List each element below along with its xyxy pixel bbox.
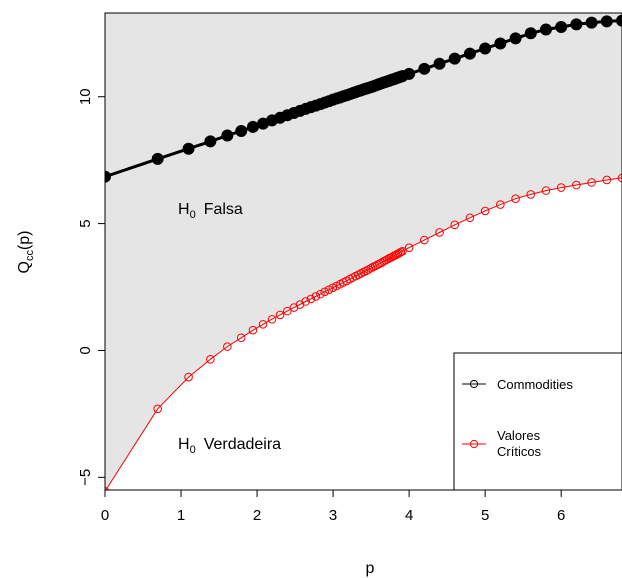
series-commodities-point [448, 52, 461, 65]
series-commodities-point [494, 37, 507, 50]
series-commodities-point [479, 42, 492, 55]
x-tick-label: 3 [329, 507, 337, 524]
series-valores-criticos-point [511, 194, 520, 204]
series-valores-criticos-point [184, 372, 193, 382]
y-axis-label: Qcc(p) [16, 230, 36, 273]
series-valores-criticos-point [324, 285, 334, 295]
annotation-h0-verdadeira: H0 Verdadeira [178, 436, 281, 456]
series-valores-criticos-point [366, 263, 376, 273]
annotation-h0-falsa: H0 Falsa [178, 201, 243, 221]
x-axis-label: p [366, 560, 375, 577]
series-commodities-point [463, 47, 476, 60]
series-valores-criticos-point [496, 200, 505, 209]
y-tick-label: 0 [77, 346, 94, 354]
series-valores-criticos-point [541, 186, 551, 195]
series-layer [105, 14, 622, 490]
y-axis-label-suffix: (p) [16, 230, 33, 250]
series-valores-criticos-point [364, 265, 373, 274]
series-commodities-point [570, 18, 583, 31]
series-commodities-point [204, 135, 217, 148]
series-valores-criticos-point [248, 325, 258, 335]
series-valores-criticos-point [153, 404, 162, 414]
legend-box [453, 352, 622, 491]
series-valores-criticos-point [602, 175, 612, 185]
series-valores-criticos-point [320, 287, 330, 297]
series-valores-criticos-point [450, 220, 460, 230]
series-commodities-point [585, 16, 598, 29]
series-commodities-point [235, 124, 248, 137]
y-axis-label-subscript: cc [24, 250, 36, 262]
series-commodities-point [418, 62, 431, 75]
x-tick-label: 2 [253, 507, 261, 524]
series-valores-criticos-point [267, 314, 277, 324]
series-valores-criticos-point [283, 306, 292, 316]
series-commodities-point [246, 120, 259, 133]
legend-valores-label-line1: Valores [497, 428, 541, 443]
series-valores-criticos-point [311, 292, 321, 301]
y-tick-label: 10 [77, 88, 94, 105]
series-valores-criticos-line [105, 177, 622, 490]
series-valores-criticos-point [480, 206, 490, 216]
series-valores-criticos-point [435, 228, 444, 237]
series-valores-criticos-point [587, 178, 596, 187]
y-tick-label: 5 [77, 219, 94, 227]
series-valores-criticos-point [556, 183, 566, 192]
series-valores-criticos-point [316, 289, 325, 299]
series-commodities-point [433, 57, 446, 70]
series-valores-criticos-point [275, 310, 285, 320]
series-commodities-point [509, 32, 522, 45]
series-valores-criticos-point [398, 246, 407, 256]
series-valores-criticos-point [404, 243, 414, 252]
series-commodities-point [616, 14, 622, 27]
series-commodities-point [555, 20, 568, 33]
series-commodities-point [524, 27, 537, 40]
series-valores-criticos-point [223, 342, 232, 351]
series-commodities-point [600, 15, 613, 28]
series-valores-criticos-point [301, 297, 310, 306]
x-tick-label: 1 [177, 507, 185, 524]
series-valores-criticos-point [206, 355, 215, 364]
legend-valores-label-line2: Críticos [497, 444, 542, 459]
series-commodities-point [182, 142, 195, 155]
x-tick-label: 5 [481, 507, 489, 524]
series-commodities-point [221, 129, 234, 142]
series-valores-criticos-point [572, 180, 581, 190]
series-valores-criticos-point [396, 247, 406, 257]
series-valores-criticos-point [420, 235, 429, 245]
x-tick-label: 6 [557, 507, 565, 524]
series-valores-criticos-point [617, 173, 622, 183]
series-commodities-point [151, 152, 164, 165]
legend-commodities-label: Commodities [497, 377, 573, 392]
axes-layer: 0 1 2 3 4 5 6 −5 0 5 10 [77, 88, 565, 524]
series-commodities-point [105, 170, 111, 183]
series-valores-criticos-point [236, 333, 246, 343]
x-tick-label: 0 [101, 507, 109, 524]
plot-box [104, 12, 622, 491]
series-commodities-point [539, 23, 552, 36]
y-tick-label: −5 [77, 469, 94, 486]
series-valores-criticos-point [465, 213, 475, 223]
series-valores-criticos-point [526, 190, 536, 199]
series-commodities-point [403, 67, 416, 80]
series-valores-criticos-point [258, 320, 268, 329]
legend-commodities-marker [469, 379, 479, 389]
x-tick-label: 4 [405, 507, 413, 524]
plot-area [105, 13, 622, 490]
legend-valores-marker [469, 439, 479, 449]
legend: Commodities Valores Críticos [453, 352, 622, 491]
series-valores-criticos-point [306, 294, 316, 304]
